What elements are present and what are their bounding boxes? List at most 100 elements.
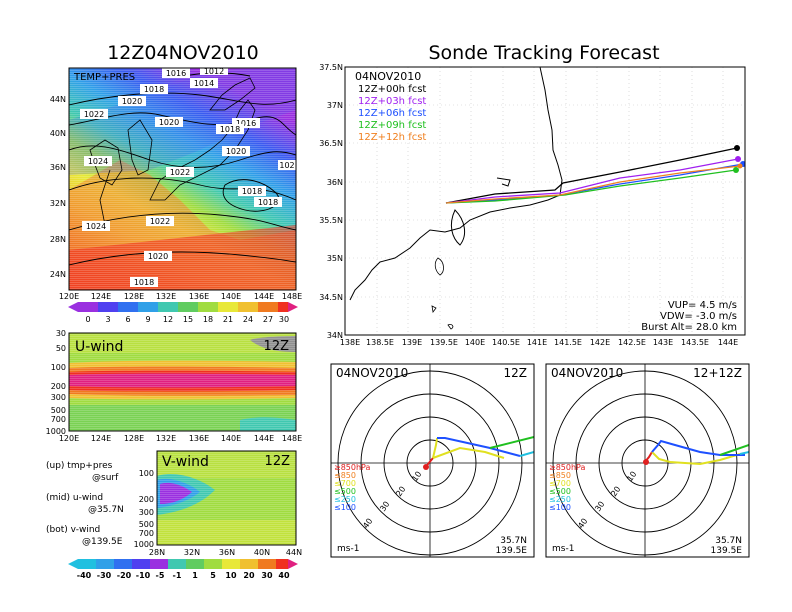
v-wind-panel: V-wind 12Z 100 200 300 500 700 1000 28N …	[68, 450, 302, 580]
legend-entry: 12Z+09h fcst	[358, 120, 426, 131]
legend-entry: 12Z+06h fcst	[358, 108, 426, 119]
x-tick: 140.5E	[492, 338, 520, 347]
level-label: ≥850hPa	[334, 463, 371, 472]
isobar-label: 1016	[166, 69, 186, 78]
y-tick: 50	[56, 344, 66, 353]
v-wind-x-ticks: 28N 32N 36N 40N 44N	[149, 548, 302, 557]
isobar	[69, 251, 296, 266]
x-tick: 120E	[59, 434, 79, 443]
sonde-parameters: VUP= 4.5 m/s VDW= -3.0 m/s Burst Alt= 28…	[641, 300, 737, 333]
hodo-origin-marker	[643, 459, 649, 465]
isobar-label: 1012	[204, 67, 224, 76]
colorbar-label: 30	[279, 315, 289, 324]
isobar-label: 1018	[220, 125, 240, 134]
island	[431, 305, 437, 313]
x-tick: 144E	[718, 338, 738, 347]
y-tick: 34.5N	[319, 293, 343, 302]
x-tick: 120E	[59, 292, 79, 301]
legend-entry: 12Z+12h fcst	[358, 132, 426, 143]
x-tick: 142.5E	[618, 338, 646, 347]
x-tick: 140E	[221, 292, 241, 301]
level-label: ≤500	[334, 487, 356, 496]
x-tick: 138.5E	[366, 338, 394, 347]
level-label: ≤850	[549, 471, 571, 480]
description-bot-level: @139.5E	[82, 537, 123, 547]
y-tick: 36.5N	[319, 139, 343, 148]
hodograph-left: 04NOV2010 12Z 10 20 30 40 ≥850hPa ≤850 ≤…	[330, 363, 535, 558]
isobar-label: 1020	[226, 147, 246, 156]
descent-speed: VDW= -3.0 m/s	[660, 311, 737, 322]
colorbar-label: -5	[156, 571, 165, 580]
hodo-right-lat: 35.7N	[715, 536, 742, 546]
x-tick: 140E	[221, 434, 241, 443]
speed-ring-30	[360, 393, 500, 533]
track-03h	[445, 158, 739, 204]
legend-entry: 12Z+03h fcst	[358, 96, 426, 107]
hodo-segment-upper	[519, 451, 534, 457]
x-tick: 148E	[282, 434, 302, 443]
coastline	[349, 67, 563, 301]
v-wind-time: 12Z	[265, 454, 291, 469]
coastline	[434, 257, 444, 276]
colorbar-label: 1	[192, 571, 198, 580]
colorbar-label: 5	[210, 571, 216, 580]
level-label: ≤100	[334, 503, 356, 512]
coastline	[450, 209, 466, 246]
isobar-label: 1018	[258, 198, 278, 207]
colorbar-label: 40	[278, 571, 290, 580]
isobar-label: 1024	[88, 157, 108, 166]
colorbar-label: -30	[97, 571, 112, 580]
level-label: ≤250	[334, 495, 356, 504]
burst-point-12h	[737, 163, 743, 169]
y-tick: 36N	[327, 178, 343, 187]
y-tick: 40N	[50, 129, 66, 138]
hodo-left-lat: 35.7N	[500, 536, 527, 546]
speed-ring-40	[552, 370, 738, 556]
hodo-segment-upper	[739, 451, 749, 455]
hodograph-right: 04NOV2010 12+12Z 10 20 30 40 ≥850hPa ≤85…	[545, 363, 750, 558]
v-wind-y-ticks: 100 200 300 500 700 1000	[134, 469, 154, 549]
description-up: (up) tmp+pres	[46, 461, 113, 471]
track-grid	[345, 67, 745, 335]
hodo-segment-250	[719, 444, 749, 456]
wind-colorbar: -40 -30 -20 -10 -5 -1 1 5 10 20 30 40	[68, 559, 298, 580]
hodo-left-time: 12Z	[504, 366, 528, 380]
temp-pres-label: TEMP+PRES	[73, 72, 135, 83]
v-wind-label: V-wind	[162, 454, 209, 470]
x-tick: 136E	[189, 434, 209, 443]
level-label: ≥850hPa	[549, 463, 586, 472]
x-tick: 148E	[282, 292, 302, 301]
y-tick: 300	[51, 393, 66, 402]
isobar-label: 1014	[194, 79, 214, 88]
isobar-label: 1016	[236, 119, 256, 128]
description-mid-level: @35.7N	[88, 505, 124, 515]
isobar-labels: 1016 1014 1018 1012 1020 1022 1020 1016 …	[80, 67, 296, 287]
y-tick: 35.5N	[319, 216, 343, 225]
left-title: 12Z04NOV2010	[107, 42, 259, 64]
hodo-right-time: 12+12Z	[693, 366, 742, 380]
burst-point-09h	[733, 167, 739, 173]
track-06h	[445, 163, 744, 204]
level-label: ≤250	[549, 495, 571, 504]
island	[447, 324, 454, 330]
burst-point-03h	[735, 156, 741, 162]
speed-ring-40	[337, 370, 523, 556]
temp-pres-y-ticks: 44N 40N 36N 32N 28N 24N	[50, 95, 66, 279]
y-tick: 700	[51, 415, 66, 424]
track-00h	[445, 147, 738, 204]
u-wind-time: 12Z	[264, 339, 290, 354]
colorbar-label: 12	[163, 315, 173, 324]
y-tick: 36N	[50, 163, 66, 172]
temp-colorbar: 0 3 6 9 12 15 18 21 24 27 30	[68, 302, 298, 324]
x-tick: 132E	[156, 434, 176, 443]
colorbar-label: 15	[183, 315, 193, 324]
hodo-segment-700	[432, 437, 438, 459]
description-mid: (mid) u-wind	[46, 493, 103, 503]
hodo-segment-500	[651, 451, 741, 466]
y-tick: 28N	[50, 235, 66, 244]
track-12h	[445, 165, 741, 204]
y-tick: 35N	[327, 254, 343, 263]
x-tick: 139E	[402, 338, 422, 347]
u-wind-panel: U-wind 12Z 30 50 100 200 300 500 700 100…	[46, 329, 303, 443]
